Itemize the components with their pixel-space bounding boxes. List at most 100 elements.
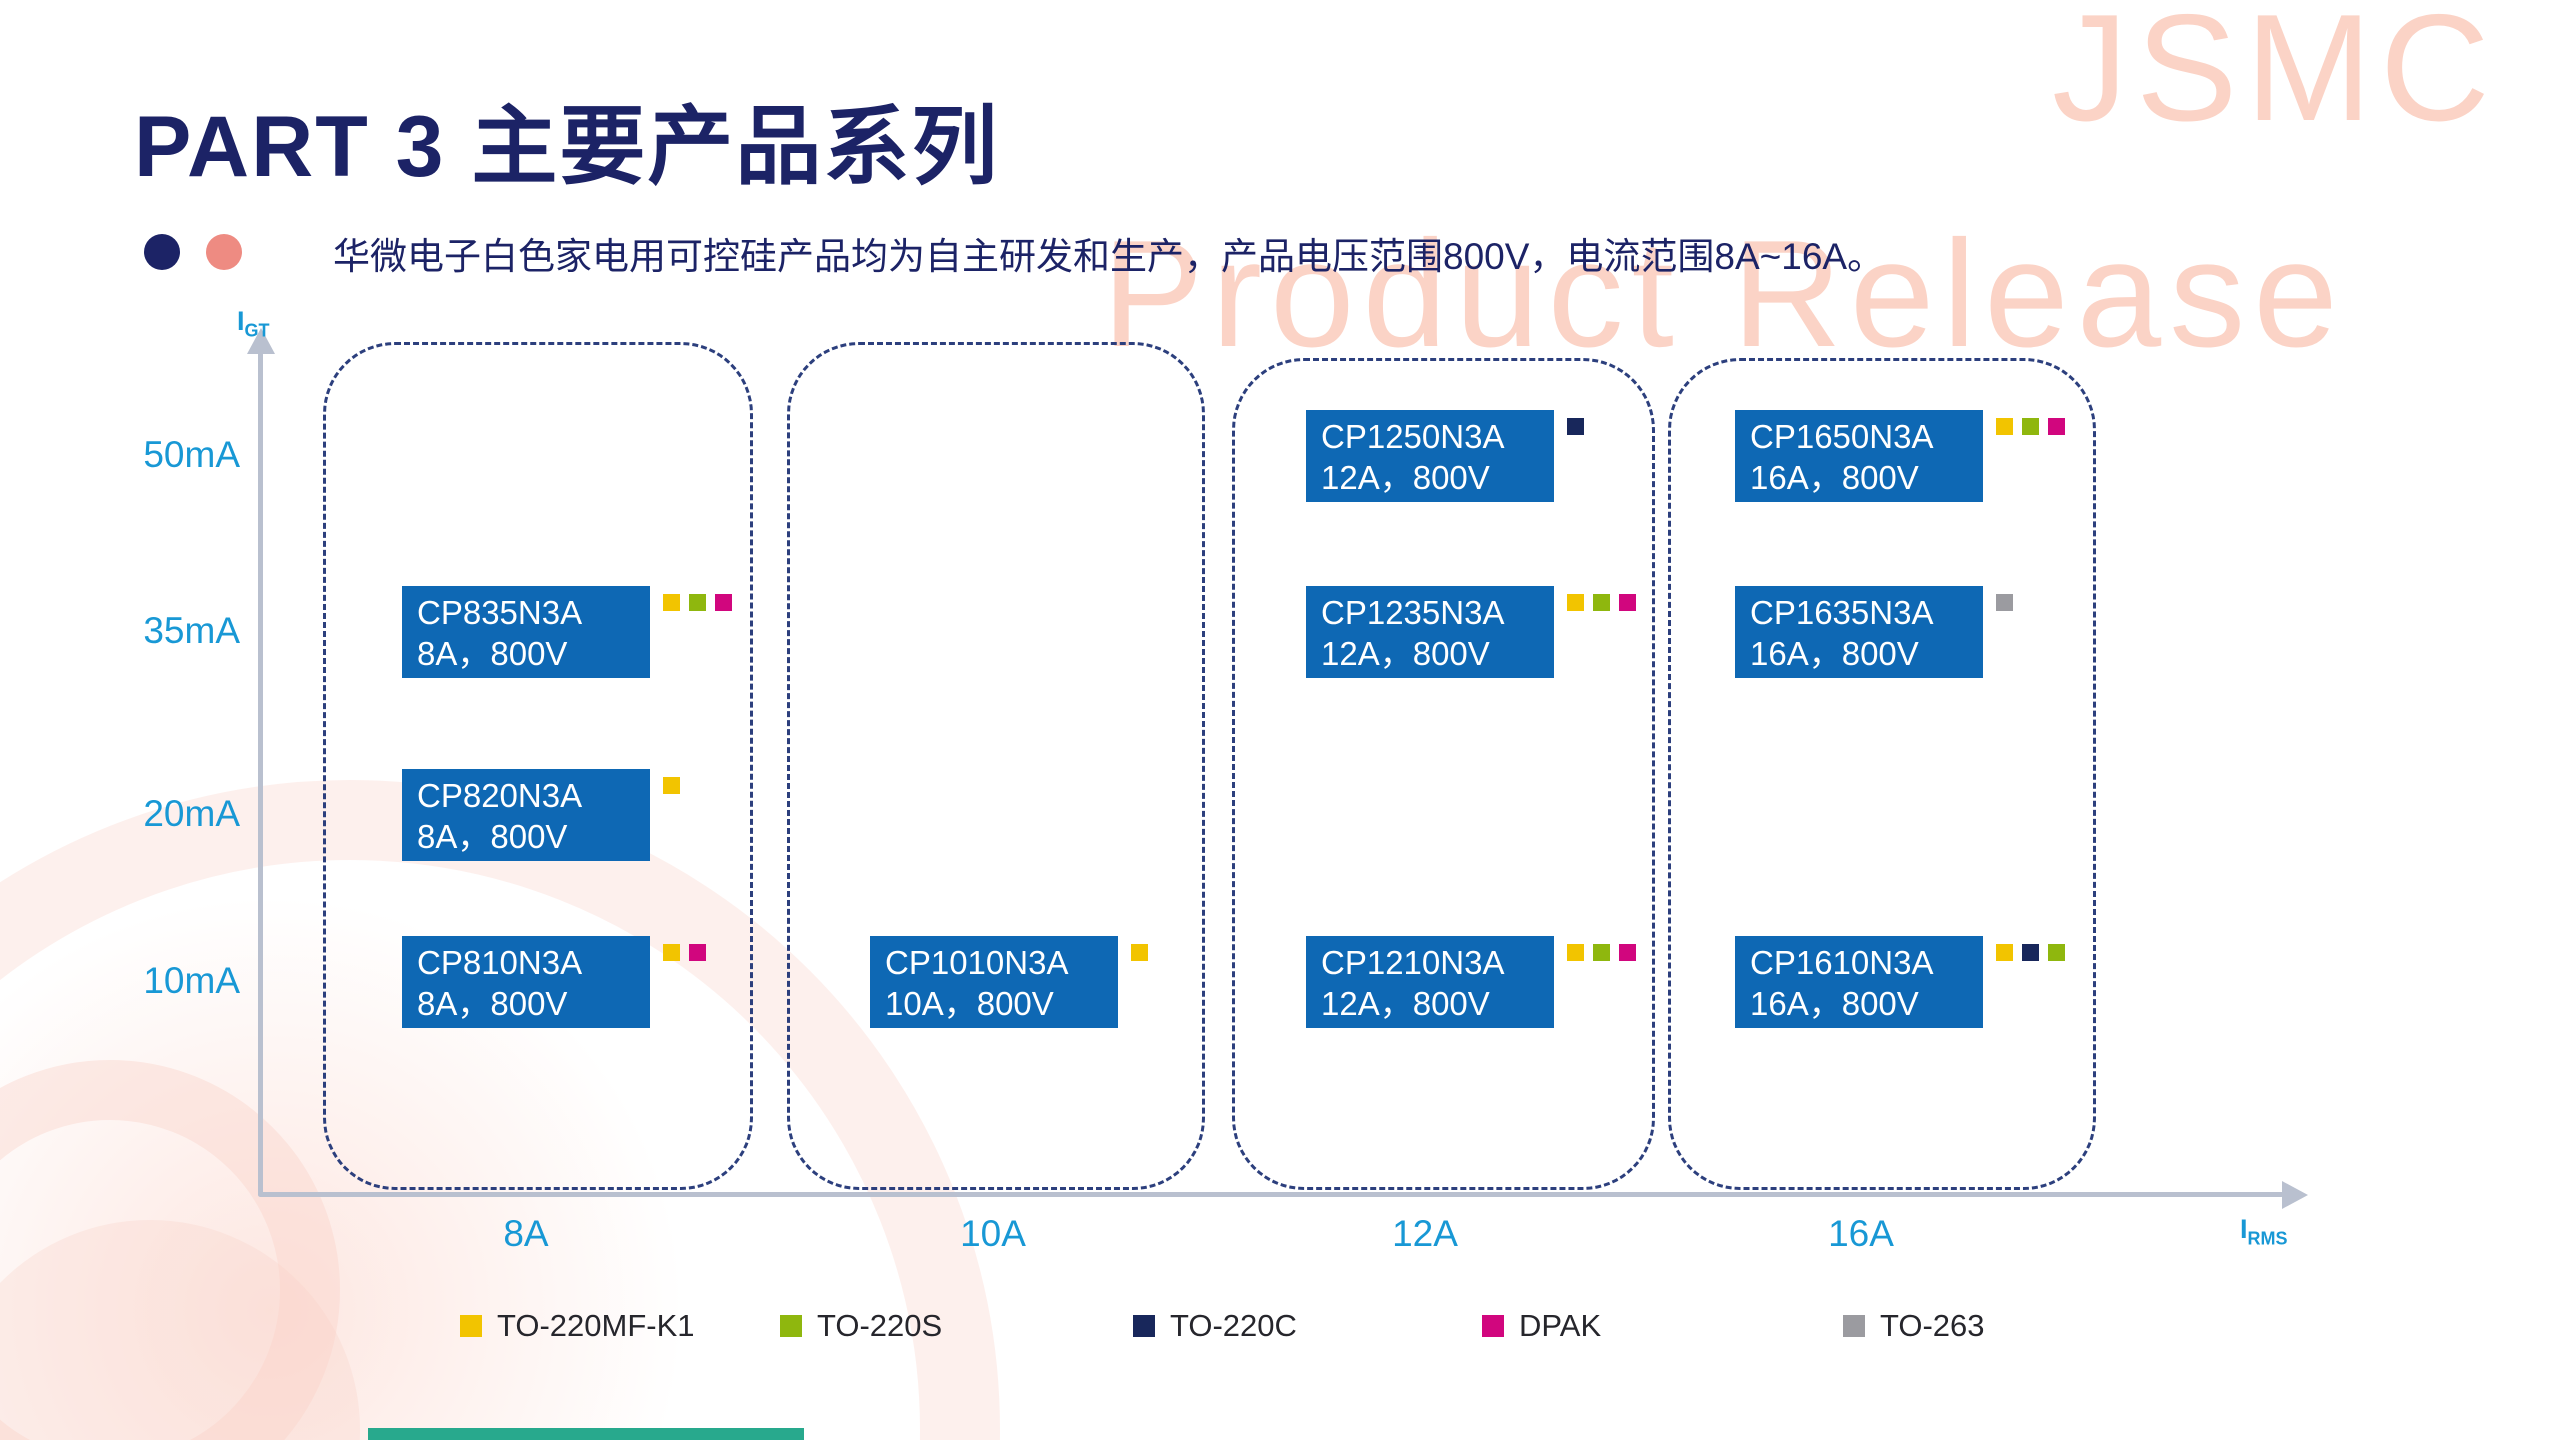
package-markers xyxy=(663,594,732,611)
product-name: CP810N3A xyxy=(417,944,583,981)
product-box-CP810N3A: CP810N3A 8A，800V xyxy=(402,936,706,1028)
product-box-CP1010N3A: CP1010N3A 10A，800V xyxy=(870,936,1148,1028)
group-box-8a xyxy=(323,342,753,1190)
y-axis-line xyxy=(258,352,263,1197)
page-title: PART 3 主要产品系列 xyxy=(134,99,1000,195)
product-spec: 12A，800V xyxy=(1321,985,1490,1022)
y-tick-20mA: 20mA xyxy=(143,793,240,834)
product-box-CP1610N3A: CP1610N3A 16A，800V xyxy=(1735,936,2065,1028)
package-marker-TO-220S xyxy=(2048,944,2065,961)
package-marker-TO-220S xyxy=(1593,944,1610,961)
product-box-CP820N3A: CP820N3A 8A，800V xyxy=(402,769,680,861)
product-spec: 16A，800V xyxy=(1750,459,1919,496)
x-axis-arrowhead-icon xyxy=(2282,1181,2308,1209)
x-axis-symbol: I xyxy=(2240,1214,2248,1244)
product-box-CP1635N3A: CP1635N3A 16A，800V xyxy=(1735,586,2013,678)
package-marker-TO-220MF-K1 xyxy=(1131,944,1148,961)
product-spec: 10A，800V xyxy=(885,985,1054,1022)
y-axis-symbol: I xyxy=(237,306,245,336)
package-marker-TO-220MF-K1 xyxy=(1996,944,2013,961)
product-box-CP835N3A: CP835N3A 8A，800V xyxy=(402,586,732,678)
x-tick-16A: 16A xyxy=(1828,1213,1894,1254)
package-markers xyxy=(663,944,706,961)
x-axis-subscript: RMS xyxy=(2247,1228,2288,1249)
package-markers xyxy=(1567,418,1584,435)
product-spec: 16A，800V xyxy=(1750,985,1919,1022)
product-box-CP1210N3A: CP1210N3A 12A，800V xyxy=(1306,936,1636,1028)
product-name: CP1010N3A xyxy=(885,944,1069,981)
legend-item-TO-220C: TO-220C xyxy=(1133,1306,1297,1346)
bullet-dot-navy xyxy=(144,234,180,270)
package-markers xyxy=(663,777,680,794)
x-axis-line xyxy=(258,1192,2284,1197)
group-box-10a xyxy=(787,342,1205,1190)
package-marker-DPAK xyxy=(1619,594,1636,611)
package-marker-TO-220C xyxy=(2022,944,2039,961)
legend-swatch xyxy=(460,1315,482,1337)
package-markers xyxy=(1996,944,2065,961)
package-marker-DPAK xyxy=(2048,418,2065,435)
product-box-CP1650N3A: CP1650N3A 16A，800V xyxy=(1735,410,2065,502)
x-tick-10A: 10A xyxy=(960,1213,1026,1254)
product-box-CP1250N3A: CP1250N3A 12A，800V xyxy=(1306,410,1584,502)
legend-label: TO-220MF-K1 xyxy=(497,1308,695,1343)
product-spec: 12A，800V xyxy=(1321,635,1490,672)
bullet-dot-pink xyxy=(206,234,242,270)
legend-swatch xyxy=(780,1315,802,1337)
package-markers xyxy=(1996,594,2013,611)
y-axis-subscript: GT xyxy=(244,320,270,341)
package-marker-TO-220MF-K1 xyxy=(663,777,680,794)
bottom-accent-bar xyxy=(368,1428,804,1440)
package-markers xyxy=(1131,944,1148,961)
group-box-12a xyxy=(1232,358,1655,1190)
product-name: CP835N3A xyxy=(417,594,583,631)
y-axis-label: IGT xyxy=(237,306,270,341)
legend-swatch xyxy=(1482,1315,1504,1337)
package-marker-TO-220S xyxy=(689,594,706,611)
legend-label: TO-220S xyxy=(817,1308,943,1343)
product-spec: 8A，800V xyxy=(417,818,568,855)
product-name: CP1235N3A xyxy=(1321,594,1505,631)
x-tick-8A: 8A xyxy=(503,1213,549,1254)
product-name: CP1635N3A xyxy=(1750,594,1934,631)
package-marker-TO-220S xyxy=(2022,418,2039,435)
package-marker-TO-220MF-K1 xyxy=(1567,944,1584,961)
package-marker-TO-220C xyxy=(1567,418,1584,435)
package-marker-TO-263 xyxy=(1996,594,2013,611)
product-spec: 8A，800V xyxy=(417,985,568,1022)
legend-item-TO-220MF-K1: TO-220MF-K1 xyxy=(460,1306,695,1346)
package-marker-TO-220MF-K1 xyxy=(1567,594,1584,611)
y-axis-arrowhead-icon xyxy=(247,328,275,354)
product-box-CP1235N3A: CP1235N3A 12A，800V xyxy=(1306,586,1636,678)
x-tick-12A: 12A xyxy=(1392,1213,1458,1254)
legend-swatch xyxy=(1133,1315,1155,1337)
legend-item-TO-263: TO-263 xyxy=(1843,1306,1985,1346)
slide-subtitle: 华微电子白色家电用可控硅产品均为自主研发和生产，产品电压范围800V，电流范围8… xyxy=(333,236,1885,277)
product-name: CP1250N3A xyxy=(1321,418,1505,455)
product-name: CP820N3A xyxy=(417,777,583,814)
package-marker-TO-220MF-K1 xyxy=(663,944,680,961)
legend-label: TO-263 xyxy=(1880,1308,1985,1343)
legend-item-TO-220S: TO-220S xyxy=(780,1306,942,1346)
package-marker-DPAK xyxy=(689,944,706,961)
y-tick-50mA: 50mA xyxy=(143,434,240,475)
y-tick-35mA: 35mA xyxy=(143,610,240,651)
product-name: CP1650N3A xyxy=(1750,418,1934,455)
product-name: CP1610N3A xyxy=(1750,944,1934,981)
legend-label: DPAK xyxy=(1519,1308,1602,1343)
product-spec: 16A，800V xyxy=(1750,635,1919,672)
group-box-16a xyxy=(1668,358,2096,1190)
package-marker-DPAK xyxy=(715,594,732,611)
package-markers xyxy=(1567,594,1636,611)
package-markers xyxy=(1567,944,1636,961)
package-marker-DPAK xyxy=(1619,944,1636,961)
product-spec: 8A，800V xyxy=(417,635,568,672)
x-axis-label: IRMS xyxy=(2240,1214,2288,1249)
package-markers xyxy=(1996,418,2065,435)
legend-item-DPAK: DPAK xyxy=(1482,1306,1601,1346)
product-spec: 12A，800V xyxy=(1321,459,1490,496)
